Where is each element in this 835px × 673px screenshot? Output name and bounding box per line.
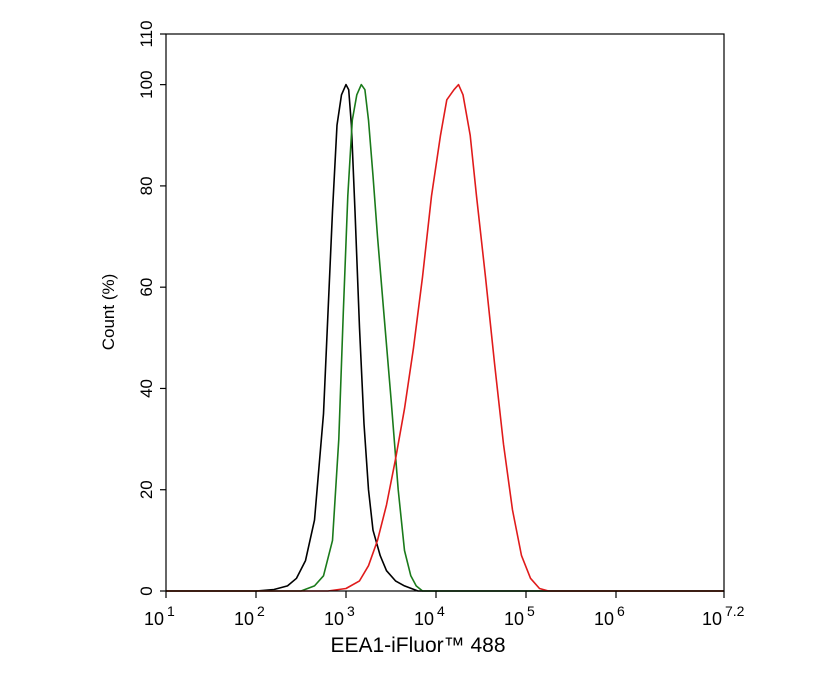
x-tick-base: 10 — [702, 609, 722, 629]
y-tick-label: 80 — [137, 176, 156, 195]
y-tick-label: 60 — [137, 278, 156, 297]
y-tick-label: 110 — [137, 20, 156, 47]
x-tick-label: 10 1 — [144, 603, 175, 629]
x-tick-base: 10 — [414, 609, 434, 629]
y-tick-label: 100 — [137, 70, 156, 98]
x-tick-label: 10 7.2 — [702, 603, 745, 629]
x-tick-base: 10 — [324, 609, 344, 629]
y-tick-label: 20 — [137, 480, 156, 499]
x-tick-label: 10 6 — [594, 603, 625, 629]
x-tick-label: 10 4 — [414, 603, 445, 629]
x-tick-exponent: 7.2 — [725, 603, 745, 619]
x-tick-base: 10 — [504, 609, 524, 629]
histogram-series-line — [166, 83, 724, 592]
y-axis: 0 20 40 60 80 100 110 — [137, 20, 166, 596]
x-tick-exponent: 4 — [437, 603, 445, 619]
x-tick-exponent: 2 — [257, 603, 265, 619]
series-layer — [166, 83, 724, 592]
x-axis: 10 1 10 2 10 3 10 4 10 5 10 6 10 7.2 — [144, 591, 745, 629]
x-tick-base: 10 — [594, 609, 614, 629]
x-tick-label: 10 5 — [504, 603, 535, 629]
y-axis-label: Count (%) — [99, 274, 118, 351]
x-axis-label: EEA1-iFluor™ 488 — [330, 634, 505, 657]
x-tick-exponent: 1 — [167, 603, 175, 619]
x-tick-base: 10 — [144, 609, 164, 629]
y-tick-label: 0 — [137, 586, 156, 595]
x-tick-base: 10 — [234, 609, 254, 629]
x-tick-exponent: 5 — [527, 603, 535, 619]
histogram-series-line — [166, 83, 724, 592]
y-tick-label: 40 — [137, 379, 156, 398]
plot-frame — [165, 33, 725, 592]
histogram-series-line — [166, 83, 724, 592]
x-tick-exponent: 6 — [617, 603, 625, 619]
x-tick-label: 10 3 — [324, 603, 355, 629]
x-tick-exponent: 3 — [347, 603, 355, 619]
x-tick-label: 10 2 — [234, 603, 265, 629]
